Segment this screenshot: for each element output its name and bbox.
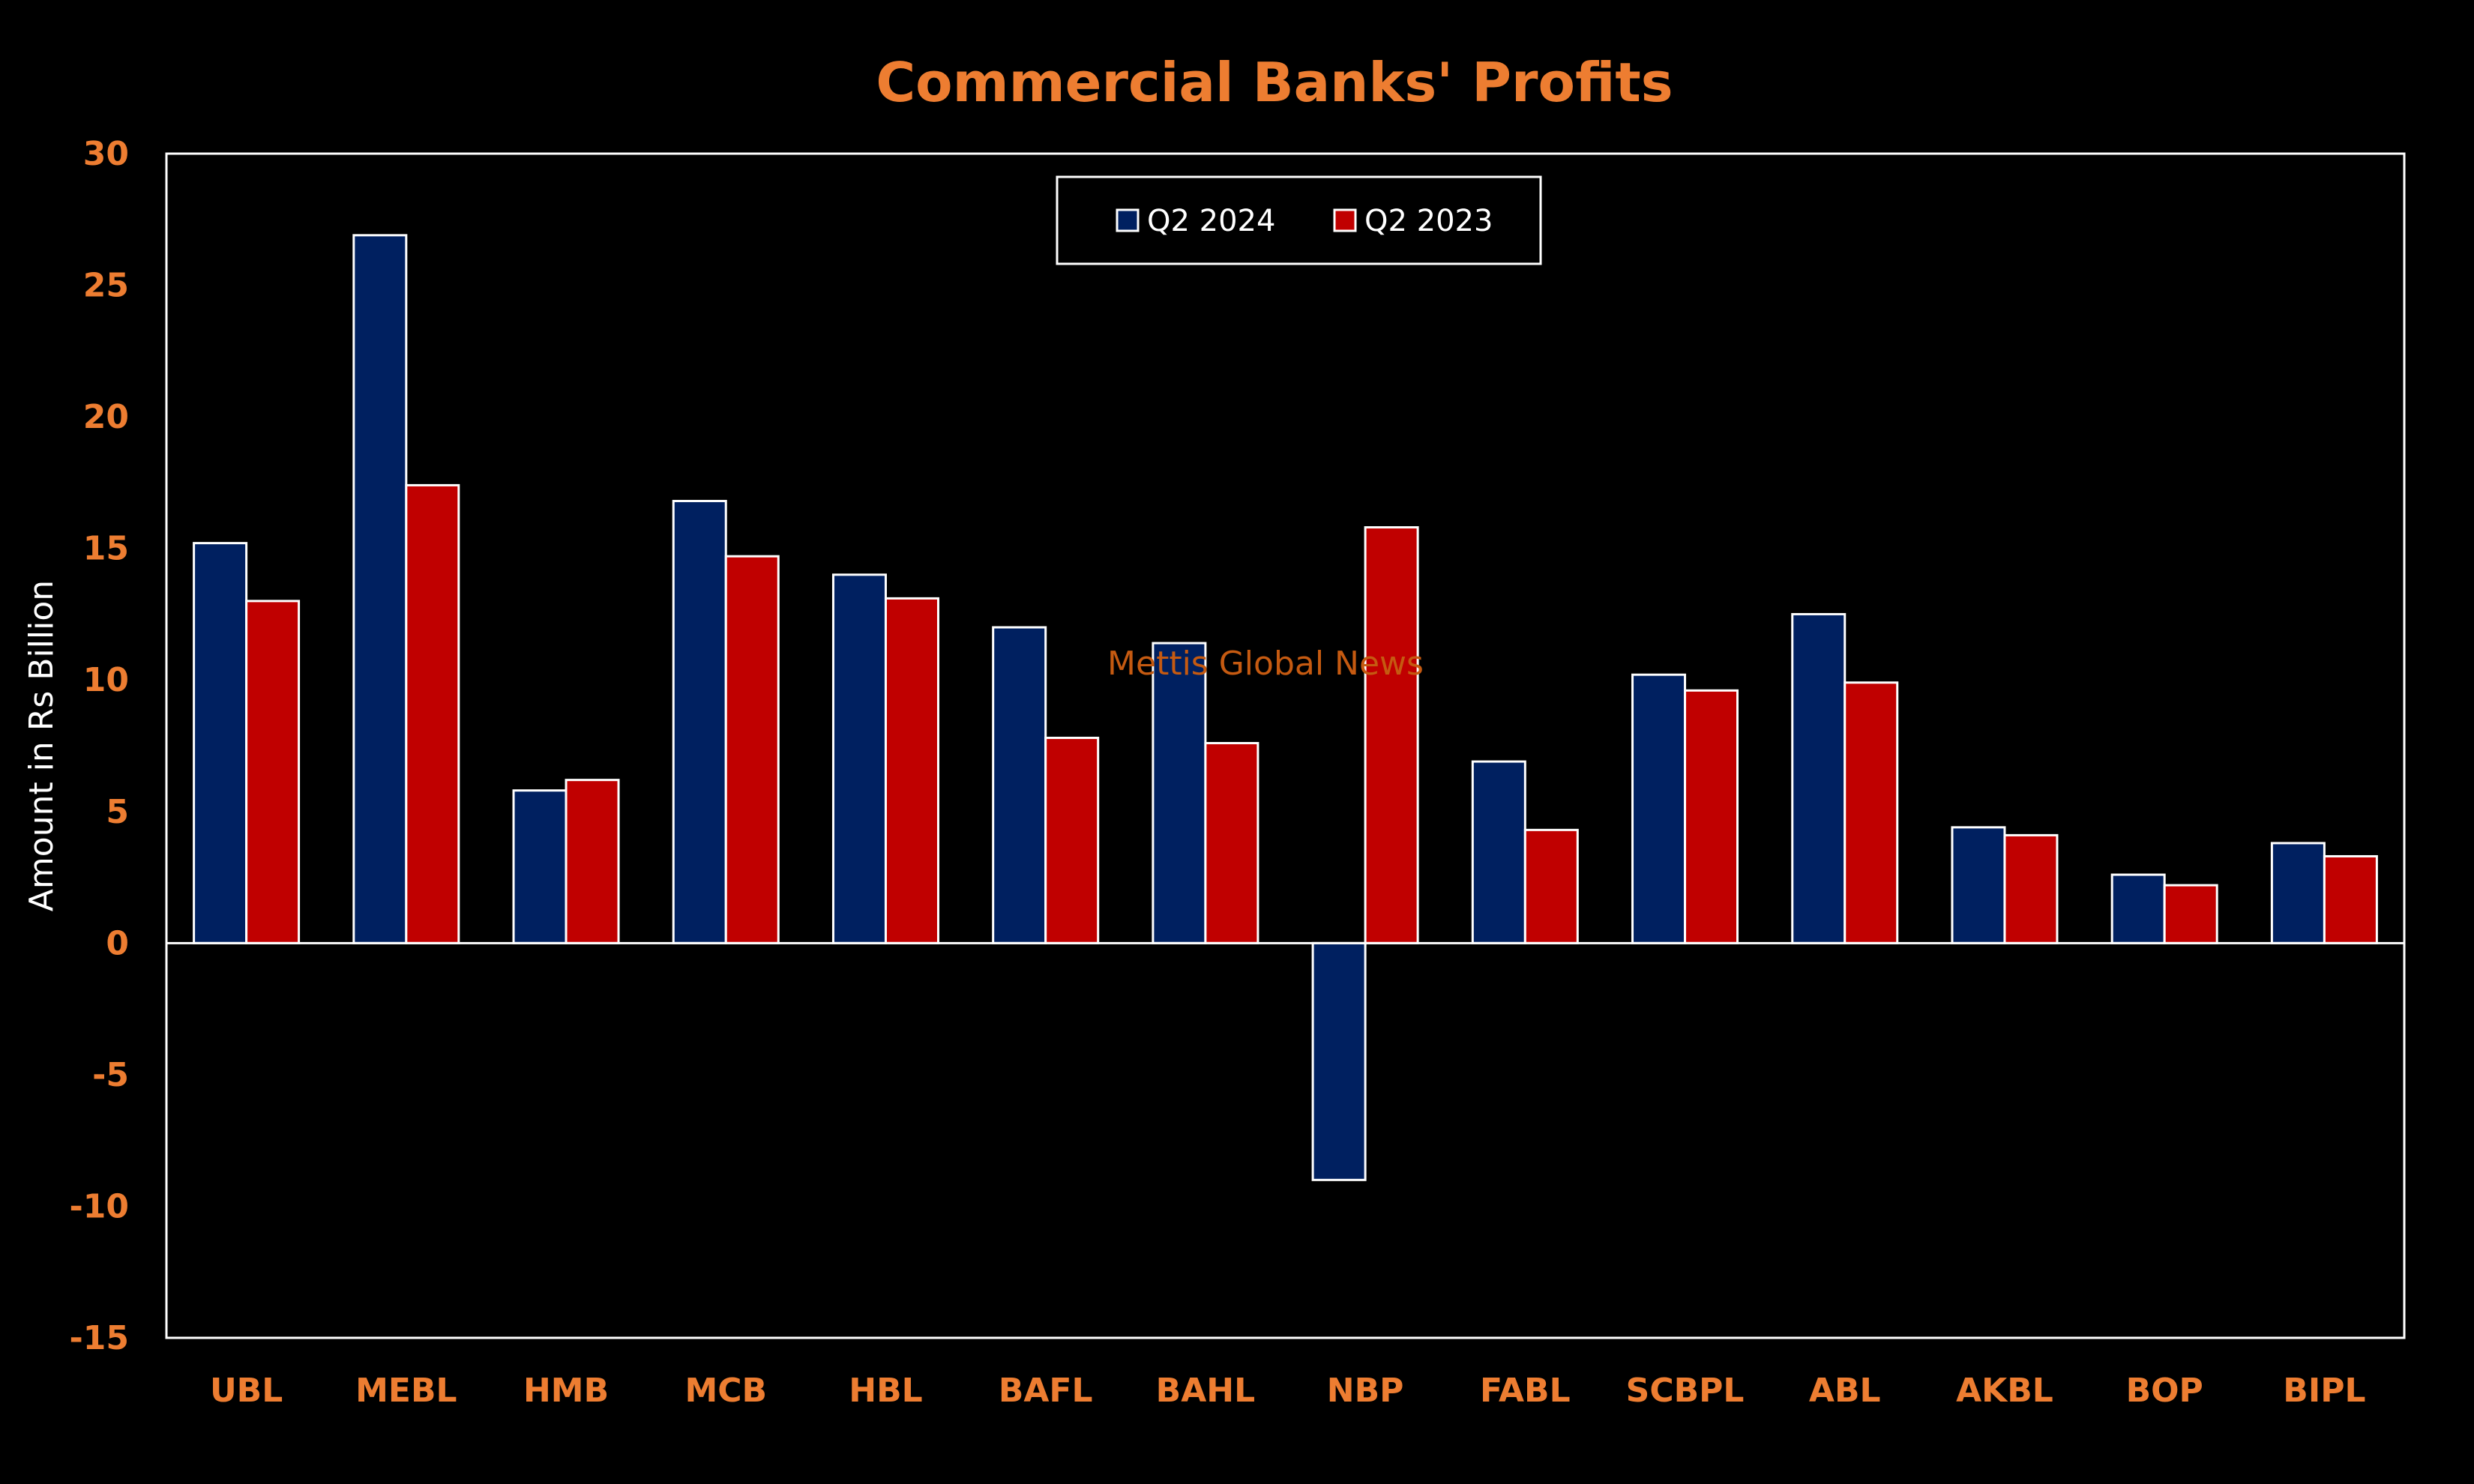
- bar-bafl-q2-2024: [992, 626, 1047, 944]
- watermark-text: Mettis Global News: [1107, 645, 1424, 683]
- y-tick-label: -10: [70, 1187, 130, 1225]
- bar-abl-q2-2023: [1844, 681, 1899, 944]
- bar-mcb-q2-2024: [672, 499, 727, 944]
- legend-label: Q2 2023: [1364, 204, 1493, 238]
- bar-bop-q2-2024: [2110, 873, 2166, 944]
- x-axis-ticks: UBL MEBL HMB MCB HBL BAFL BAHL NBP FABL SCBPL ABL A…: [210, 1372, 2366, 1410]
- bar-akbl-q2-2023: [2003, 833, 2059, 944]
- bar-bafl-q2-2023: [1044, 736, 1100, 944]
- bar-mcb-q2-2023: [724, 555, 780, 944]
- bar-nbp-q2-2024: [1311, 941, 1367, 1181]
- bar-bahl-q2-2023: [1204, 741, 1259, 944]
- legend: Q2 2024 Q2 2023: [1056, 175, 1542, 265]
- x-tick-label: SCBPL: [1626, 1372, 1745, 1410]
- x-tick-label: BIPL: [2283, 1372, 2365, 1410]
- y-tick-label: -5: [92, 1056, 129, 1094]
- y-tick-label: 30: [83, 135, 129, 173]
- x-tick-label: AKBL: [1956, 1372, 2053, 1410]
- legend-swatch: [1333, 208, 1357, 232]
- bar-nbp-q2-2023: [1364, 526, 1419, 944]
- x-tick-label: HBL: [849, 1372, 922, 1410]
- y-axis-ticks: 30 25 20 15 10 5 0 -5 -10 -15: [70, 135, 130, 1357]
- x-tick-label: FABL: [1480, 1372, 1571, 1410]
- x-tick-label: NBP: [1327, 1372, 1404, 1410]
- bar-hbl-q2-2023: [884, 597, 939, 944]
- y-tick-label: 10: [83, 661, 129, 699]
- bar-fabl-q2-2023: [1523, 828, 1579, 944]
- plot-area-frame: [165, 152, 2406, 1339]
- x-tick-label: ABL: [1809, 1372, 1881, 1410]
- bar-bahl-q2-2024: [1152, 642, 1207, 944]
- chart-title: Commercial Banks' Profits: [876, 51, 1673, 114]
- bar-bop-q2-2023: [2163, 884, 2218, 944]
- bar-abl-q2-2024: [1791, 612, 1847, 944]
- bar-hbl-q2-2024: [831, 573, 887, 944]
- x-tick-label: UBL: [210, 1372, 283, 1410]
- y-tick-label: 25: [83, 267, 129, 305]
- legend-swatch: [1116, 208, 1140, 232]
- bar-hmb-q2-2024: [512, 789, 568, 944]
- bar-scbpl-q2-2023: [1684, 689, 1739, 944]
- x-tick-label: BOP: [2126, 1372, 2203, 1410]
- bar-fabl-q2-2024: [1471, 760, 1526, 944]
- x-tick-label: MEBL: [355, 1372, 457, 1410]
- x-tick-label: MCB: [684, 1372, 767, 1410]
- bar-ubl-q2-2023: [245, 600, 301, 944]
- y-tick-label: -15: [70, 1319, 130, 1357]
- bar-mebl-q2-2024: [352, 234, 408, 944]
- y-tick-label: 5: [106, 793, 129, 831]
- bar-bipl-q2-2023: [2323, 854, 2378, 944]
- y-tick-label: 15: [83, 530, 129, 568]
- bar-scbpl-q2-2024: [1631, 673, 1687, 944]
- x-tick-label: HMB: [523, 1372, 609, 1410]
- bar-mebl-q2-2023: [405, 483, 460, 944]
- x-tick-label: BAFL: [999, 1372, 1093, 1410]
- bar-hmb-q2-2023: [565, 779, 620, 944]
- legend-label: Q2 2024: [1147, 204, 1275, 238]
- y-axis-label: Amount in Rs Billion: [22, 580, 61, 911]
- bar-akbl-q2-2024: [1951, 826, 2006, 944]
- bar-bipl-q2-2024: [2270, 842, 2326, 944]
- bars: [193, 234, 2378, 1181]
- bar-ubl-q2-2024: [193, 542, 248, 944]
- x-tick-label: BAHL: [1156, 1372, 1255, 1410]
- y-tick-label: 20: [83, 398, 129, 436]
- y-tick-label: 0: [106, 924, 129, 962]
